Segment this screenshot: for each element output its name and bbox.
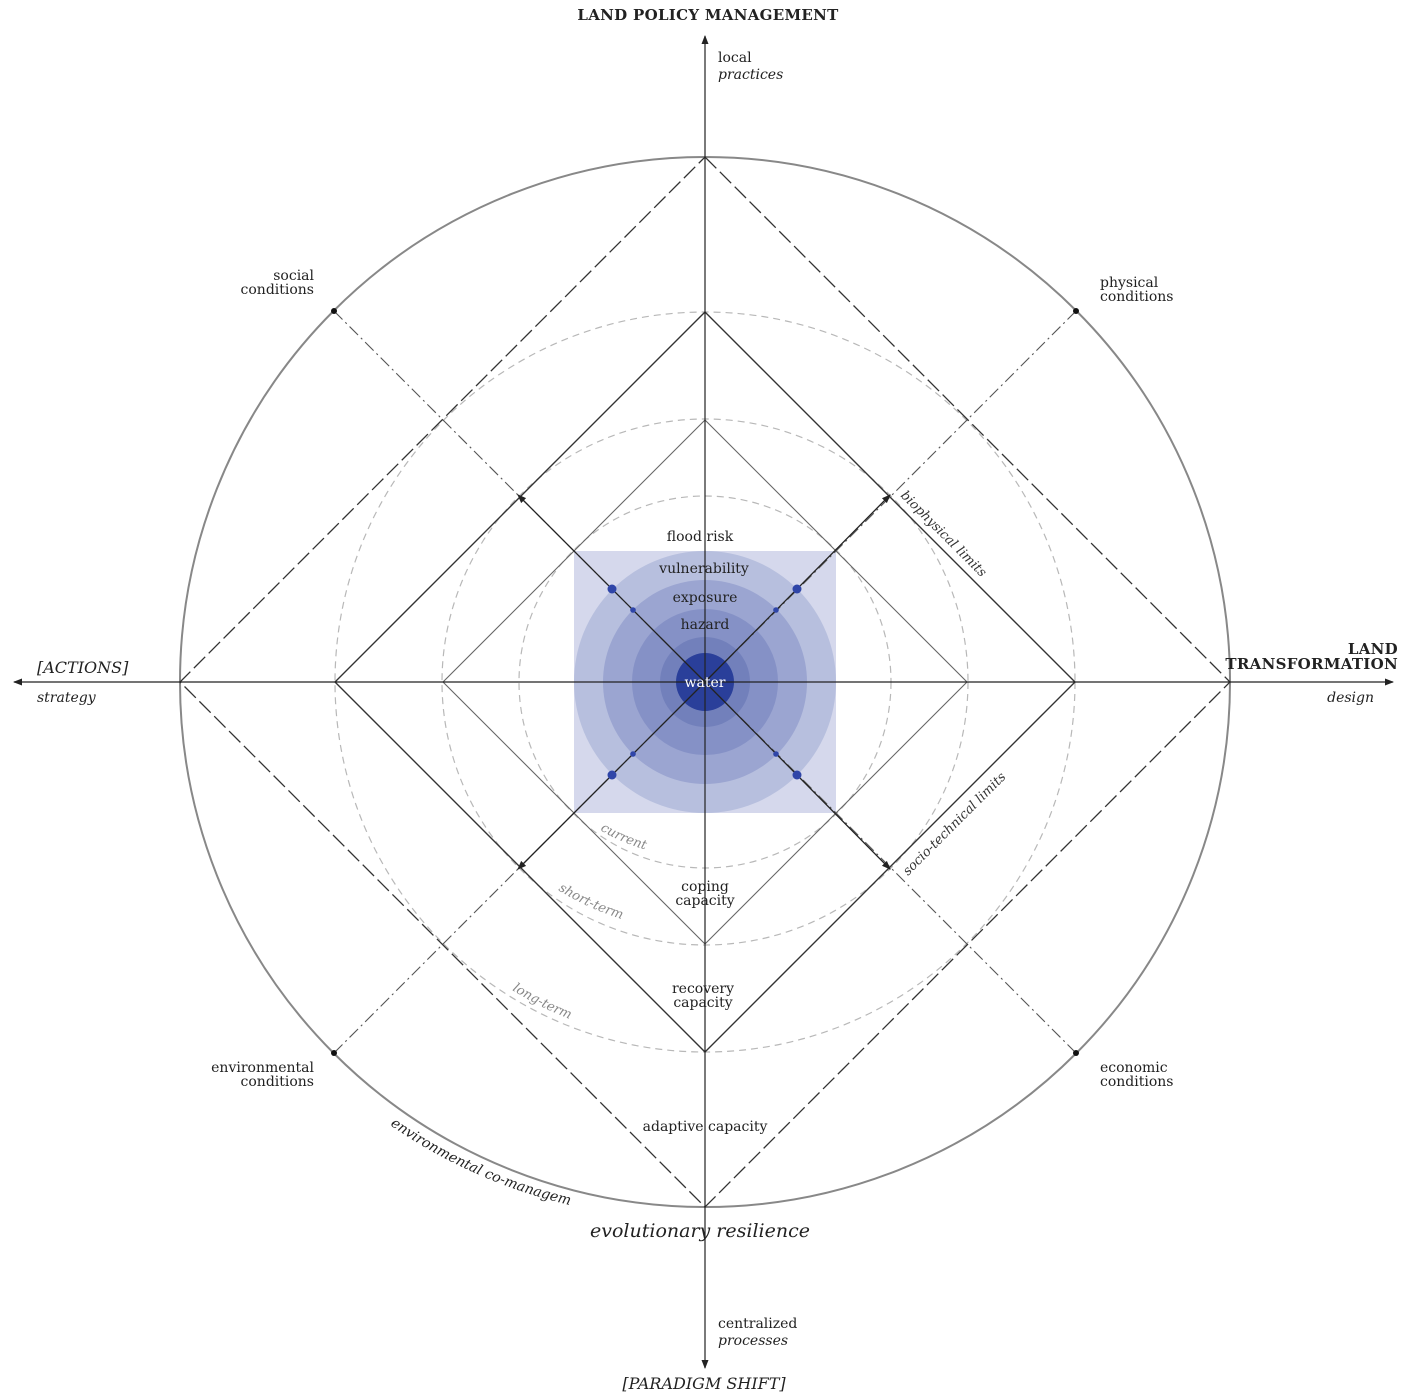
evolutionary-resilience-label: evolutionary resilience [590,1220,810,1242]
right-axis-title-line2: TRANSFORMATION [1225,655,1398,673]
main-axes [13,35,1394,1369]
environmental-conditions-line2: conditions [241,1074,314,1090]
socio-technical-limits-label: socio-technical limits [900,770,1009,879]
coping-capacity-line1: coping [681,879,729,895]
bottom-axis-title: [PARADIGM SHIFT] [622,1374,786,1393]
short-term-label: short-term [556,881,625,923]
diagonal-marker-dots [607,584,802,780]
corner-dots [331,308,1079,1056]
water-label: water [685,675,726,691]
environmental-co-management-label: environmental co-management [0,0,573,1209]
adaptive-capacity-label: adaptive capacity [643,1119,768,1135]
left-axis-title: [ACTIONS] [37,658,129,677]
flood-risk-label: flood risk [667,529,734,545]
biophysical-limits-label: biophysical limits [897,488,989,580]
top-axis-title: LAND POLICY MANAGEMENT [577,6,839,24]
environmental-conditions-line1: environmental [211,1060,314,1076]
coping-capacity-line2: capacity [675,893,734,909]
top-axis-sub2: practices [718,67,783,83]
recovery-capacity-line2: capacity [673,995,732,1011]
right-axis-title-line1: LAND [1348,640,1398,658]
physical-conditions-line2: conditions [1100,289,1173,305]
left-axis-sub: strategy [37,690,97,706]
exposure-label: exposure [673,590,738,606]
hazard-label: hazard [681,617,730,633]
physical-conditions-line1: physical [1100,275,1159,291]
vulnerability-label: vulnerability [658,561,749,577]
right-axis-sub: design [1327,690,1374,706]
economic-conditions-line1: economic [1100,1060,1168,1076]
top-axis-sub1: local [718,50,752,66]
bottom-axis-sub1: centralized [718,1316,797,1332]
economic-conditions-line2: conditions [1100,1074,1173,1090]
recovery-capacity-line1: recovery [672,981,734,997]
bottom-axis-sub2: processes [718,1333,788,1349]
social-conditions-line2: conditions [241,282,314,298]
long-term-label: long-term [510,981,574,1023]
social-conditions-line1: social [273,268,314,284]
